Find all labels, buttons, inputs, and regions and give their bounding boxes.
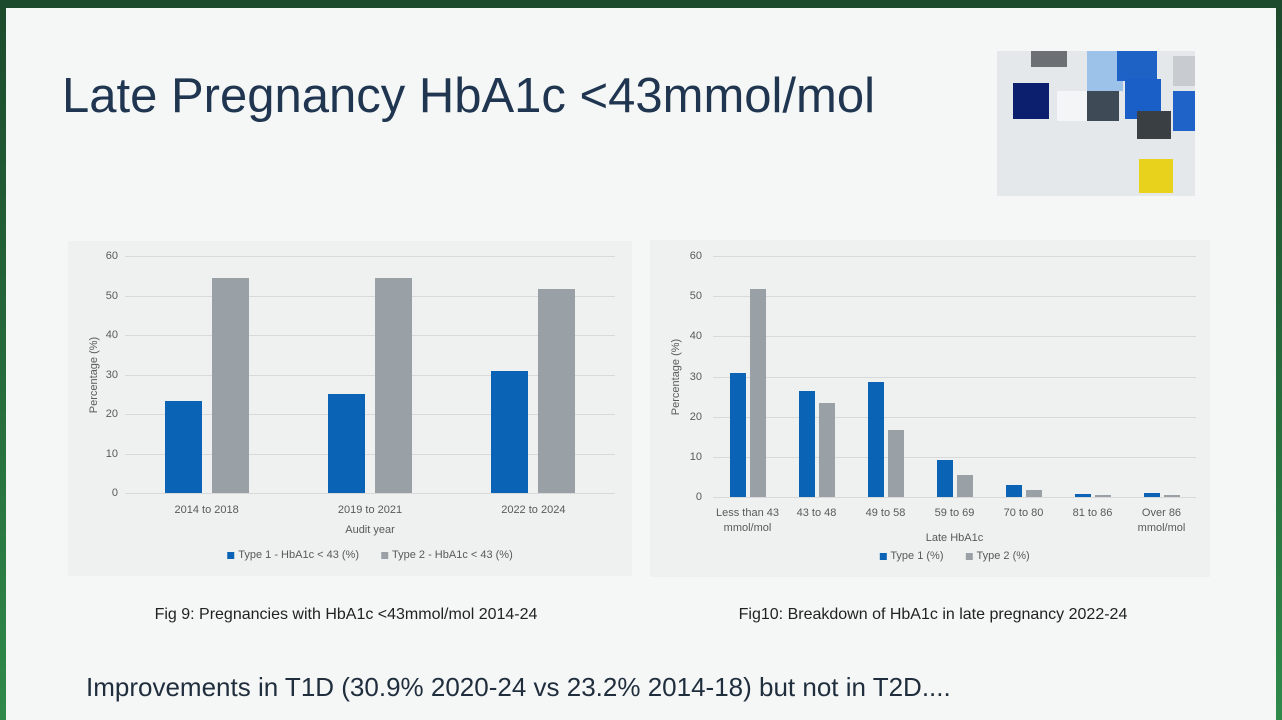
- bar: [1074, 494, 1091, 497]
- legend-swatch: [965, 552, 973, 560]
- grid-line: [125, 374, 615, 376]
- legend-swatch: [381, 551, 388, 559]
- x-tick-label: 43 to 48: [796, 507, 837, 519]
- grid-line: [713, 376, 1196, 378]
- x-tick-label: 2022 to 2024: [501, 504, 566, 516]
- legend-item: Type 1 - HbA1c < 43 (%): [227, 549, 359, 561]
- y-axis-label: Percentage (%): [670, 338, 682, 415]
- grid-line: [125, 335, 615, 336]
- decor-image: [997, 51, 1195, 196]
- bar: [749, 289, 766, 497]
- figure-caption: Fig 9: Pregnancies with HbA1c <43mmol/mo…: [154, 606, 538, 623]
- legend-text: Type 1 - HbA1c < 43 (%): [238, 549, 359, 561]
- grid-line: [713, 336, 1196, 338]
- y-tick-label: 0: [695, 491, 702, 503]
- legend-text: Type 2 - HbA1c < 43 (%): [392, 549, 513, 561]
- figure-caption: Fig10: Breakdown of HbA1c in late pregna…: [738, 606, 1128, 623]
- x-tick-label: 59 to 69: [934, 507, 975, 519]
- bar: [1143, 493, 1160, 497]
- bar: [491, 370, 529, 493]
- y-tick-label: 30: [689, 370, 702, 383]
- grid-line: [125, 453, 615, 455]
- bar: [1025, 490, 1042, 497]
- grid-line: [713, 256, 1196, 257]
- bar: [328, 393, 365, 493]
- y-tick-label: 20: [105, 408, 118, 420]
- bar: [1094, 494, 1111, 497]
- x-tick-label: 49 to 58: [865, 507, 906, 519]
- grid-line: [125, 414, 615, 415]
- x-tick-label: Over 86 mmol/mol: [1137, 507, 1186, 534]
- legend-swatch: [227, 551, 235, 559]
- y-tick-label: 20: [689, 410, 702, 423]
- bar: [1005, 484, 1022, 497]
- grid-line: [713, 416, 1196, 418]
- x-tick-label: 2014 to 2018: [174, 504, 239, 516]
- y-tick-label: 40: [689, 330, 702, 343]
- y-tick-label: 60: [105, 250, 118, 262]
- legend-item: Type 2 (%): [965, 550, 1030, 562]
- bar: [798, 390, 815, 497]
- legend-item: Type 1 (%): [879, 550, 944, 562]
- legend: Type 1 - HbA1c < 43 (%) Type 2 - HbA1c < …: [227, 549, 513, 561]
- y-tick-label: 0: [111, 487, 118, 499]
- x-tick-label: 81 to 86: [1072, 507, 1113, 519]
- footer-text: Improvements in T1D (30.9% 2020-24 vs 23…: [86, 672, 951, 702]
- legend-swatch: [879, 552, 887, 560]
- grid-line: [125, 256, 615, 257]
- bar: [956, 474, 973, 497]
- bar: [867, 382, 884, 497]
- slide-title: Late Pregnancy HbA1c <43mmol/mol: [62, 69, 875, 123]
- y-tick-label: 10: [689, 450, 702, 463]
- y-tick-label: 40: [105, 329, 118, 341]
- legend-text: Type 2 (%): [976, 550, 1030, 562]
- bar: [211, 277, 249, 493]
- bar: [936, 460, 953, 497]
- bar: [538, 289, 576, 493]
- x-tick-label: 70 to 80: [1003, 507, 1044, 519]
- bar: [729, 372, 746, 497]
- bar: [818, 403, 835, 497]
- y-tick-label: 50: [689, 290, 702, 303]
- y-axis-label: Percentage (%): [88, 336, 100, 413]
- bar: [164, 401, 202, 493]
- y-tick-label: 60: [689, 250, 702, 262]
- legend-item: Type 2 - HbA1c < 43 (%): [381, 549, 513, 561]
- legend-text: Type 1 (%): [890, 550, 944, 562]
- grid-line: [125, 493, 615, 494]
- grid-line: [713, 456, 1196, 458]
- y-tick-label: 30: [105, 368, 118, 381]
- x-axis-label: Audit year: [345, 524, 395, 536]
- bar: [887, 429, 904, 497]
- legend: Type 1 (%) Type 2 (%): [879, 550, 1030, 562]
- y-tick-label: 10: [105, 447, 118, 460]
- grid-line: [713, 296, 1196, 298]
- grid-line: [713, 497, 1196, 498]
- x-tick-label: Less than 43 mmol/mol: [716, 507, 779, 534]
- grid-line: [125, 295, 615, 297]
- bar: [375, 277, 412, 493]
- bar: [1163, 494, 1180, 497]
- x-axis-label: Late HbA1c: [925, 532, 984, 544]
- x-tick-label: 2019 to 2021: [337, 504, 403, 516]
- y-tick-label: 50: [105, 289, 118, 302]
